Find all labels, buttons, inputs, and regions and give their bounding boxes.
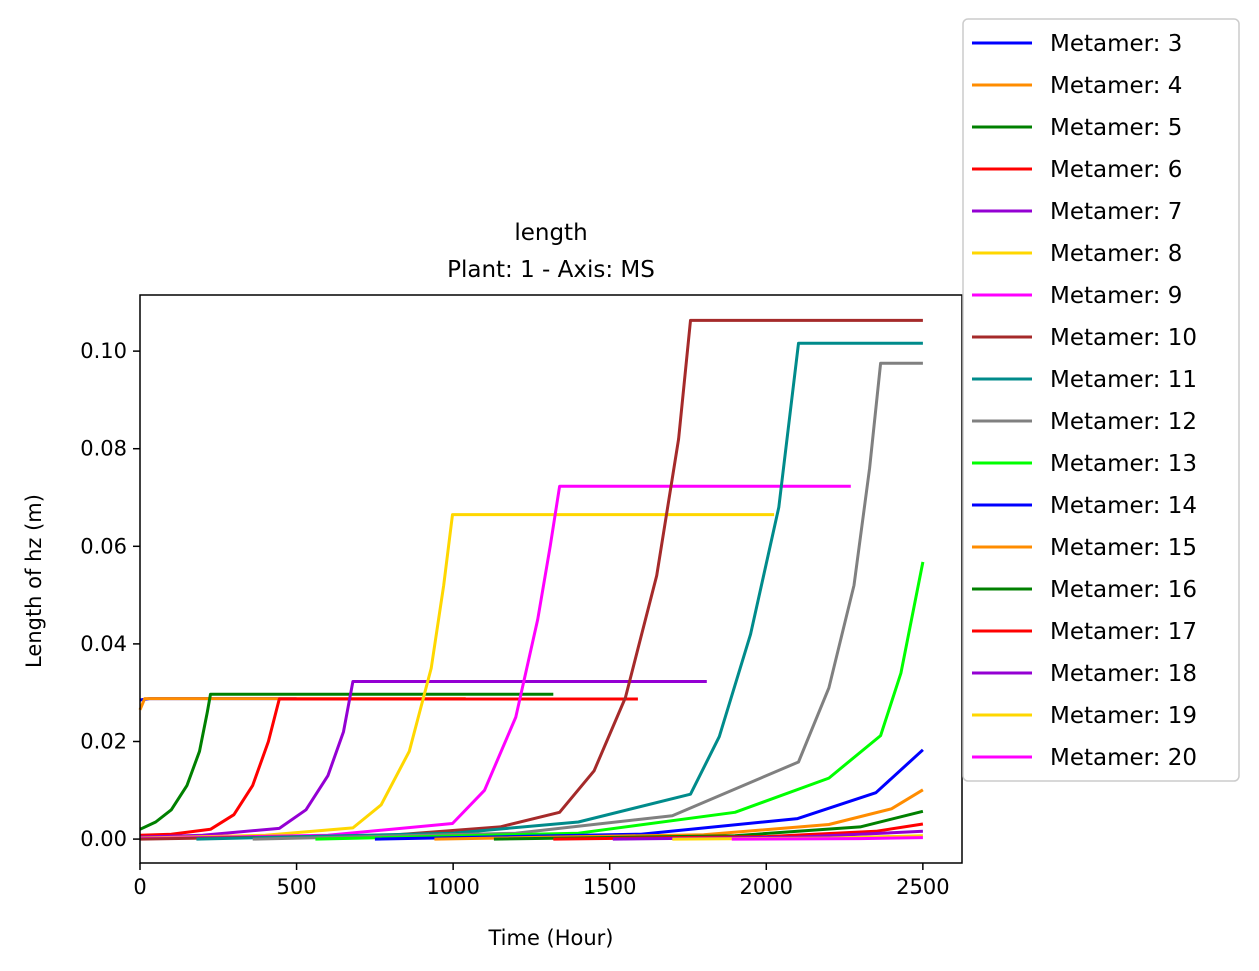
y-tick-label: 0.06: [80, 534, 127, 558]
legend-entry-label: Metamer: 16: [1050, 577, 1197, 603]
x-axis-label: Time (Hour): [487, 926, 613, 950]
series-line-metamer-13: [315, 561, 925, 841]
series-line-metamer-9: [139, 484, 851, 841]
x-tick-label: 1500: [583, 875, 636, 899]
y-axis-ticks: 0.00 0.02 0.04 0.06 0.08 0.10: [80, 339, 140, 851]
series-line-metamer-20: [731, 836, 923, 841]
legend-entry-label: Metamer: 7: [1050, 199, 1182, 225]
series-line-metamer-7: [139, 680, 707, 839]
legend-entry-label: Metamer: 10: [1050, 325, 1197, 351]
y-tick-label: 0.04: [80, 632, 127, 656]
x-tick-label: 2000: [740, 875, 793, 899]
y-tick-label: 0.00: [80, 827, 127, 851]
legend-entry-label: Metamer: 17: [1050, 619, 1197, 645]
series-line-metamer-10: [139, 318, 923, 841]
legend-entry-label: Metamer: 14: [1050, 493, 1197, 519]
legend-entry-label: Metamer: 13: [1050, 451, 1197, 477]
y-axis-label: Length of hz (m): [22, 494, 46, 668]
x-tick-label: 500: [277, 875, 317, 899]
legend-entry-label: Metamer: 6: [1050, 157, 1182, 183]
y-tick-label: 0.10: [80, 339, 127, 363]
series-line-metamer-11: [196, 341, 923, 841]
legend-entry-label: Metamer: 4: [1050, 73, 1182, 99]
plot-frame: [139, 294, 963, 864]
legend-entry-label: Metamer: 3: [1050, 31, 1182, 57]
legend-entry-label: Metamer: 19: [1050, 703, 1197, 729]
x-axis-ticks: 0 500 1000 1500 2000 2500: [133, 863, 950, 899]
legend-entry-label: Metamer: 8: [1050, 241, 1182, 267]
series-group: [138, 318, 925, 841]
legend-entry-label: Metamer: 11: [1050, 367, 1197, 393]
legend: Metamer: 3 Metamer: 4 Metamer: 5 Metamer: 6…: [962, 18, 1240, 782]
series-line-metamer-8: [139, 513, 775, 840]
y-tick-label: 0.08: [80, 437, 127, 461]
series-line-metamer-5: [139, 692, 554, 831]
chart-subtitle: Plant: 1 - Axis: MS: [447, 257, 655, 283]
x-tick-label: 1000: [426, 875, 479, 899]
series-line-metamer-6: [139, 697, 638, 837]
legend-entry-label: Metamer: 18: [1050, 661, 1197, 687]
legend-entry-label: Metamer: 20: [1050, 745, 1197, 771]
legend-entry-label: Metamer: 9: [1050, 283, 1182, 309]
legend-entry-label: Metamer: 5: [1050, 115, 1182, 141]
x-tick-label: 2500: [896, 875, 949, 899]
legend-entry-label: Metamer: 12: [1050, 409, 1197, 435]
legend-entry-label: Metamer: 15: [1050, 535, 1197, 561]
x-tick-label: 0: [133, 875, 146, 899]
y-tick-label: 0.02: [80, 729, 127, 753]
series-line-metamer-12: [252, 361, 923, 841]
chart-title: length: [514, 220, 587, 246]
